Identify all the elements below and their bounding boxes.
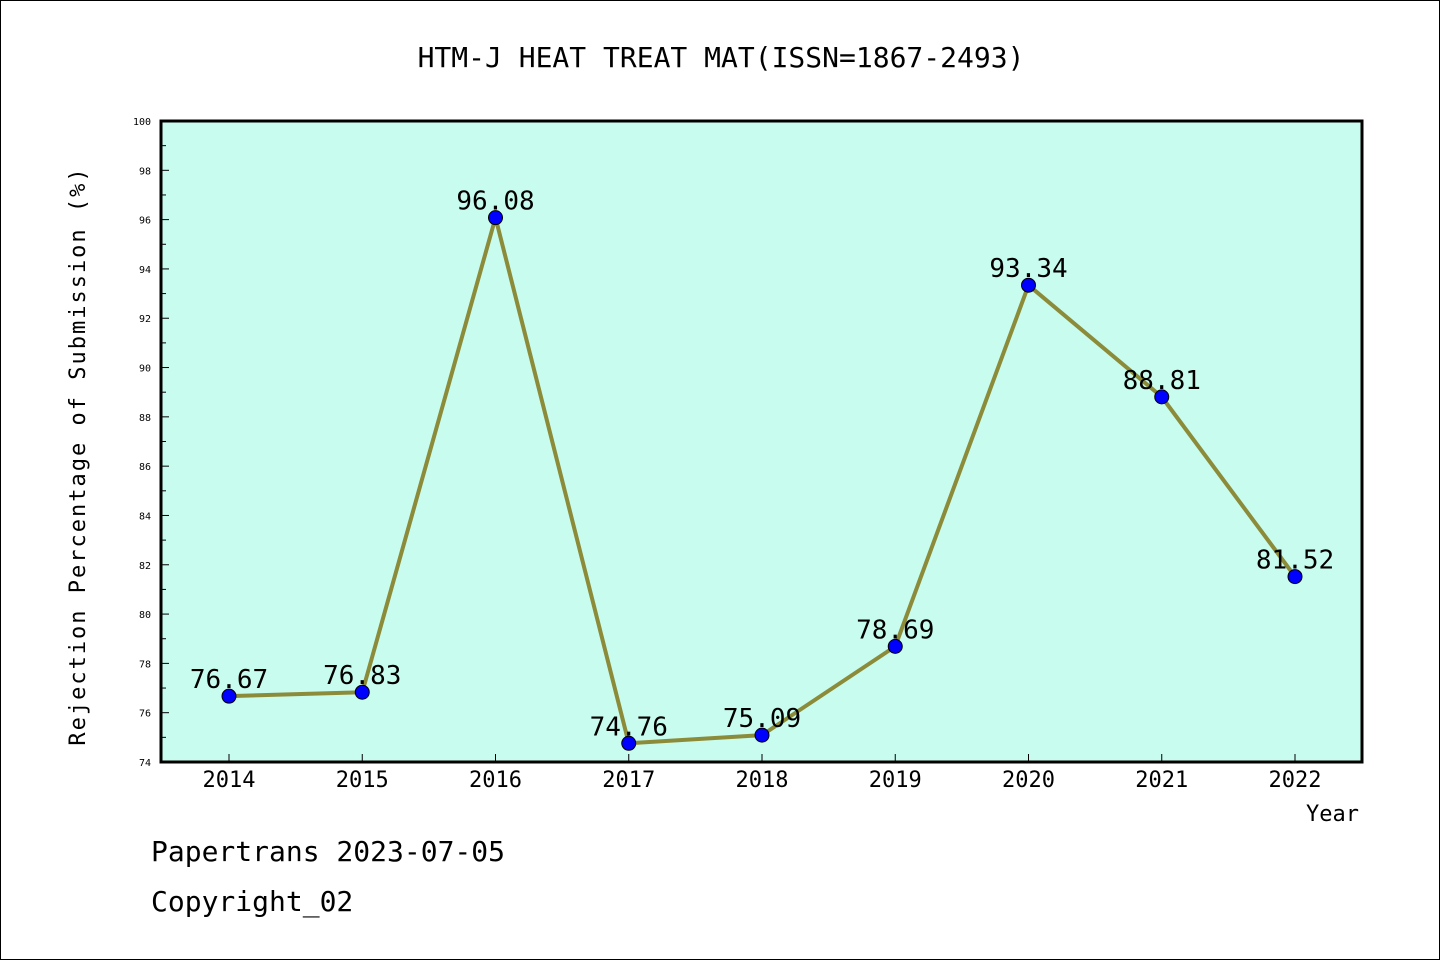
y-tick-label: 82 bbox=[139, 561, 151, 572]
y-tick-label: 90 bbox=[139, 364, 151, 375]
y-axis-label: Rejection Percentage of Submission (%) bbox=[66, 166, 91, 745]
x-tick-label: 2018 bbox=[736, 768, 789, 793]
data-label: 76.83 bbox=[323, 661, 401, 691]
data-label: 96.08 bbox=[456, 187, 534, 217]
x-axis-label: Year bbox=[1306, 802, 1359, 827]
x-tick-label: 2020 bbox=[1002, 768, 1055, 793]
y-tick-label: 74 bbox=[139, 758, 151, 769]
y-tick-label: 84 bbox=[139, 511, 151, 522]
y-tick-label: 86 bbox=[139, 462, 151, 473]
data-point bbox=[1021, 277, 1036, 293]
data-markers bbox=[221, 210, 1303, 751]
data-point bbox=[754, 727, 770, 743]
chart-title: HTM-J HEAT TREAT MAT(ISSN=1867-2493) bbox=[418, 41, 1025, 74]
x-tick-label: 2022 bbox=[1269, 768, 1322, 793]
plot-area bbox=[161, 121, 1362, 762]
footer-copyright: Copyright_02 bbox=[151, 885, 354, 918]
data-point bbox=[488, 210, 503, 226]
plot-border bbox=[159, 119, 1364, 764]
data-label: 78.69 bbox=[856, 615, 934, 645]
data-label: 75.09 bbox=[723, 704, 801, 734]
data-point bbox=[354, 684, 370, 700]
y-tick-label: 78 bbox=[139, 659, 151, 670]
data-point bbox=[1154, 389, 1170, 405]
y-tick-label: 94 bbox=[139, 265, 151, 276]
y-tick-label: 100 bbox=[133, 117, 151, 128]
data-label: 93.34 bbox=[989, 254, 1067, 284]
x-tick-label: 2015 bbox=[336, 768, 389, 793]
y-axis: 74 76 78 80 82 84 86 88 90 92 94 96 98 100 bbox=[133, 117, 169, 769]
x-tick-label: 2014 bbox=[203, 768, 256, 793]
x-tick-label: 2017 bbox=[602, 768, 655, 793]
y-tick-label: 92 bbox=[139, 314, 151, 325]
data-point bbox=[621, 735, 637, 751]
data-point bbox=[887, 638, 903, 654]
y-tick-label: 98 bbox=[139, 166, 151, 177]
data-label: 76.67 bbox=[190, 665, 268, 695]
data-point bbox=[1287, 569, 1303, 585]
y-tick-label: 88 bbox=[139, 413, 151, 424]
data-label: 74.76 bbox=[590, 712, 668, 742]
footer-source: Papertrans 2023-07-05 bbox=[151, 835, 506, 868]
y-tick-label: 96 bbox=[139, 216, 151, 227]
x-axis: 2014 2015 2016 2017 2018 2019 2020 2021 2022 bbox=[203, 754, 1322, 793]
data-labels: 76.67 76.83 96.08 74.76 75.09 78.69 93.34 88.81… bbox=[190, 187, 1334, 743]
y-tick-label: 80 bbox=[139, 610, 151, 621]
x-tick-label: 2021 bbox=[1135, 768, 1188, 793]
x-tick-label: 2016 bbox=[469, 768, 522, 793]
data-label: 88.81 bbox=[1123, 366, 1201, 396]
data-label: 81.52 bbox=[1256, 546, 1334, 576]
x-tick-label: 2019 bbox=[869, 768, 922, 793]
data-point bbox=[221, 688, 237, 704]
y-tick-label: 76 bbox=[139, 709, 151, 720]
